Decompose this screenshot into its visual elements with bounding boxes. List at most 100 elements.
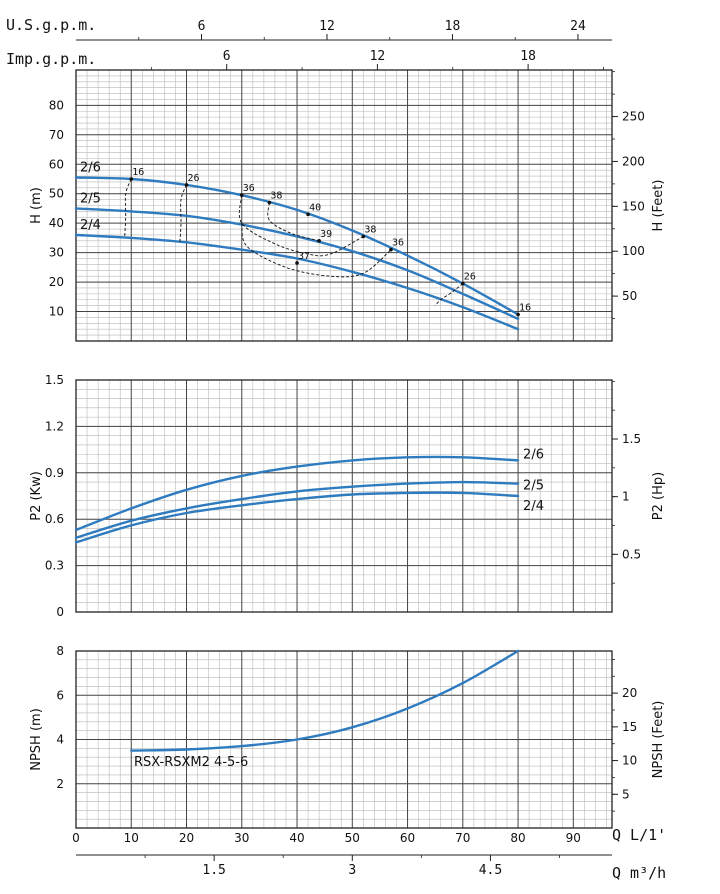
y2-tick-label: 50 [622, 289, 637, 303]
y-tick-label: 50 [49, 187, 64, 201]
panel-frame [75, 69, 613, 342]
lmin-tick-label: 50 [345, 831, 360, 845]
y-tick-label: 10 [49, 305, 64, 319]
efficiency-label: 36 [392, 238, 404, 249]
lmin-tick-label: 80 [510, 831, 525, 845]
impgpm-tick-label: 12 [370, 49, 386, 64]
efficiency-point [184, 183, 189, 187]
y2-tick-label: 1.5 [622, 432, 641, 446]
efficiency-label: 26 [464, 272, 476, 283]
power-y-axis-label: P2 (Kw) [29, 471, 44, 521]
usgpm-axis-label: U.S.g.p.m. [6, 16, 96, 34]
y-tick-label: 70 [49, 128, 64, 142]
lmin-ticks: 0 10 20 30 40 50 60 70 80 90 [72, 831, 581, 845]
y2-tick-label: 150 [622, 199, 645, 213]
series-line-2-6 [74, 176, 520, 316]
npsh-chart-panel: 2 4 6 8 5 10 15 20 NPSH (m) NPSH (Feet) RSX-RSX… [29, 644, 666, 829]
iso-efficiency-curve [434, 283, 464, 307]
top-flow-axes: U.S.g.p.m. Imp.g.p.m. 6 12 18 24 6 12 18 [6, 16, 612, 70]
efficiency-point [317, 239, 321, 243]
lmin-tick-label: 0 [72, 831, 80, 845]
model-annotation: RSX-RSXM2 4-5-6 [134, 755, 248, 770]
bottom-flow-axes: 0 10 20 30 40 50 60 70 80 90 1.5 3 4.5 Q L/1' Q m³/… [72, 826, 666, 882]
y-tick-label: 8 [56, 644, 64, 658]
y-tick-label: 4 [56, 733, 64, 747]
efficiency-point [129, 177, 134, 181]
series-line-2-6 [74, 455, 520, 532]
y2-tick-label: 10 [622, 754, 637, 768]
y-tick-label: 1.2 [45, 419, 64, 433]
series-line-2-5 [74, 480, 520, 539]
m3h-tick-label: 1.5 [202, 863, 225, 878]
m3h-axis-label: Q m³/h [612, 864, 666, 882]
impgpm-axis-label: Imp.g.p.m. [6, 50, 96, 68]
series-label: 2/6 [80, 161, 101, 176]
y2-tick-label: 100 [622, 244, 645, 258]
usgpm-ticks: 6 12 18 24 [76, 19, 612, 41]
y-tick-label: 6 [56, 688, 64, 702]
efficiency-point [516, 312, 520, 317]
impgpm-tick-label: 18 [520, 49, 536, 64]
y-tick-label: 2 [56, 777, 64, 791]
lmin-tick-label: 20 [179, 831, 194, 845]
usgpm-tick-label: 12 [319, 19, 335, 34]
lmin-tick-label: 10 [124, 831, 139, 845]
head-chart-panel: 2/6 2/5 2/4 16 26 36 38 40 39 37 38 36 26 16 10 20 30 40 5… [29, 69, 666, 342]
y-tick-label: 40 [49, 216, 64, 230]
y-tick-label: 1.5 [45, 373, 64, 387]
series-label: 2/4 [523, 499, 544, 514]
efficiency-point [361, 234, 366, 239]
y-tick-label: 0.3 [45, 559, 64, 573]
iso-efficiency-curve [241, 223, 392, 278]
usgpm-tick-label: 24 [570, 19, 586, 34]
m3h-ticks: 1.5 3 4.5 [76, 854, 612, 878]
y-tick-label: 60 [49, 157, 64, 171]
y2-tick-label: 0.5 [622, 547, 641, 561]
efficiency-label: 26 [188, 173, 200, 184]
efficiency-label: 38 [270, 191, 282, 202]
iso-efficiency-curve [238, 195, 364, 257]
series-line-npsh [130, 649, 520, 752]
efficiency-label: 36 [243, 183, 255, 194]
y-tick-label: 20 [49, 275, 64, 289]
usgpm-tick-label: 6 [198, 19, 206, 34]
efficiency-point [389, 247, 393, 252]
series-label: 2/4 [80, 218, 101, 233]
y-tick-label: 0.9 [45, 466, 64, 480]
impgpm-ticks: 6 12 18 [150, 49, 604, 70]
lmin-tick-label: 90 [566, 831, 581, 845]
lmin-tick-label: 40 [289, 831, 304, 845]
efficiency-label: 37 [298, 251, 310, 262]
impgpm-tick-label: 6 [223, 49, 231, 64]
efficiency-label: 16 [519, 302, 531, 313]
panel-frame [75, 379, 613, 613]
series-line-2-4 [74, 491, 520, 544]
y2-tick-label: 1 [622, 490, 630, 504]
head-y-axis-label: H (m) [29, 187, 44, 224]
efficiency-point [295, 261, 299, 265]
series-line-2-5 [74, 207, 520, 321]
m3h-tick-label: 4.5 [479, 863, 502, 878]
usgpm-tick-label: 18 [445, 19, 461, 34]
iso-efficiency-curve [124, 178, 132, 238]
efficiency-point [461, 281, 465, 286]
y2-tick-label: 250 [622, 110, 645, 124]
y-tick-label: 30 [49, 246, 64, 260]
npsh-y2-axis-label: NPSH (Feet) [651, 701, 666, 779]
m3h-tick-label: 3 [348, 863, 356, 878]
y-tick-label: 0.6 [45, 512, 64, 526]
lmin-tick-label: 60 [400, 831, 415, 845]
efficiency-label: 39 [320, 229, 332, 240]
efficiency-label: 38 [364, 224, 376, 235]
efficiency-point [267, 200, 272, 205]
panel-frame [75, 650, 613, 829]
power-y2-axis-label: P2 (Hp) [651, 472, 666, 520]
efficiency-label: 16 [132, 167, 144, 178]
efficiency-point [239, 193, 244, 197]
efficiency-point [306, 212, 310, 217]
series-label: 2/5 [523, 479, 544, 494]
series-label: 2/6 [523, 447, 544, 462]
y-tick-label: 0 [56, 605, 64, 619]
y2-tick-label: 200 [622, 154, 645, 168]
